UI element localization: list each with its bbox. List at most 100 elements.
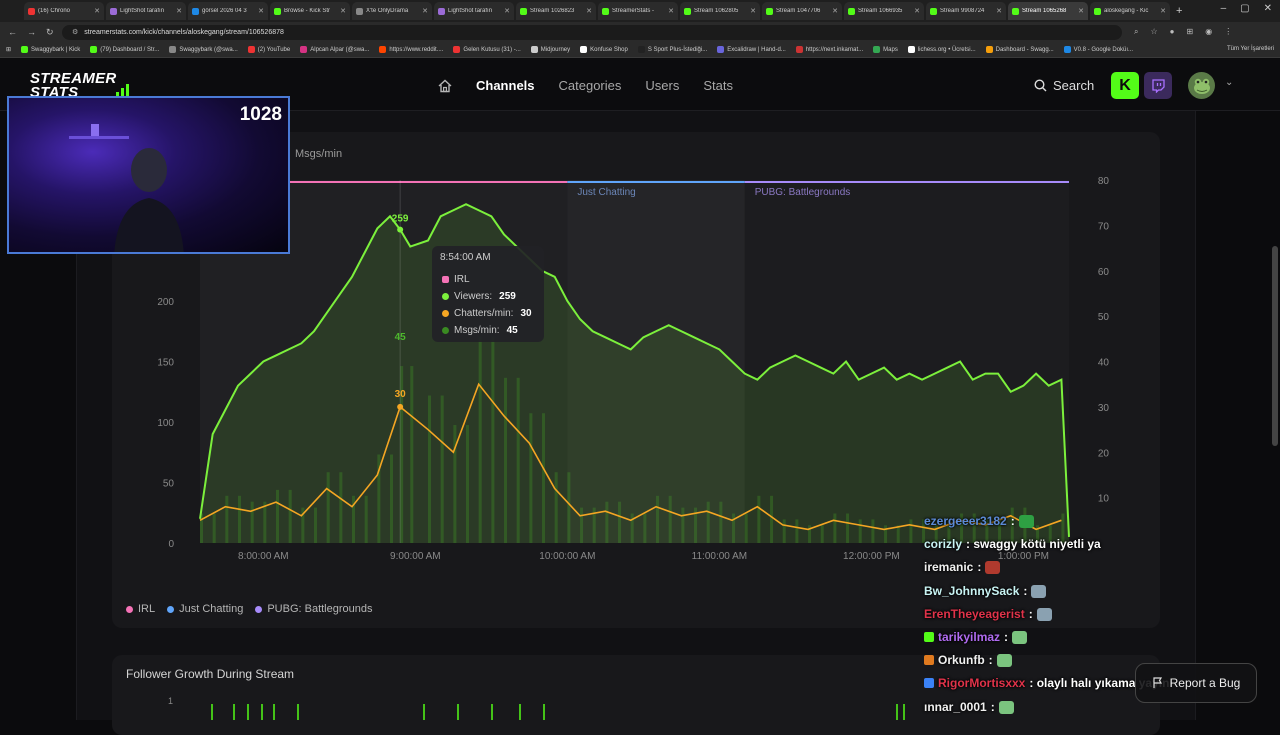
twitch-platform-button[interactable] bbox=[1144, 72, 1172, 99]
browser-tab[interactable]: Browse - Kick Str ✕ bbox=[270, 2, 350, 20]
bookmark-item[interactable]: Gelen Kutusu (31) -... bbox=[453, 46, 521, 53]
chevron-down-icon[interactable]: ⌄ bbox=[1225, 77, 1234, 88]
extensions-puzzle-icon[interactable]: ⊞ bbox=[1186, 27, 1194, 36]
bookmark-item[interactable]: V0.8 - Google Doküı... bbox=[1063, 46, 1133, 53]
bookmark-item[interactable]: https://next.inkarnat... bbox=[795, 46, 863, 53]
tab-favicon-icon bbox=[766, 7, 773, 15]
nav-stats[interactable]: Stats bbox=[703, 78, 733, 93]
kick-logo-icon: K bbox=[1119, 76, 1131, 94]
msgs-bar bbox=[858, 519, 862, 543]
viewers-hover-point bbox=[397, 226, 404, 233]
tab-close-icon[interactable]: ✕ bbox=[914, 8, 920, 15]
bookmark-item[interactable]: Dashboard - Swagg... bbox=[985, 46, 1054, 53]
bookmark-favicon-icon bbox=[717, 46, 725, 53]
bookmark-item[interactable]: Alpcan Alpar (@swa... bbox=[300, 46, 369, 53]
report-bug-button[interactable]: Report a Bug bbox=[1135, 663, 1257, 703]
tab-close-icon[interactable]: ✕ bbox=[504, 8, 510, 15]
home-icon[interactable] bbox=[438, 79, 452, 93]
tab-close-icon[interactable]: ✕ bbox=[1078, 8, 1084, 15]
bookmark-item[interactable]: Konfuse Shop bbox=[580, 46, 628, 53]
viewers-line[interactable] bbox=[199, 203, 1070, 537]
bookmark-favicon-icon bbox=[90, 46, 98, 53]
tab-close-icon[interactable]: ✕ bbox=[340, 8, 346, 15]
main-nav: Channels Categories Users Stats bbox=[438, 78, 733, 93]
tab-close-icon[interactable]: ✕ bbox=[258, 8, 264, 15]
browser-tab[interactable]: Stream 9908724 ✕ bbox=[926, 2, 1006, 20]
tab-close-icon[interactable]: ✕ bbox=[1160, 8, 1166, 15]
bookmark-item[interactable]: Midjourney bbox=[530, 46, 570, 53]
bookmark-item[interactable]: Swaggybark (@swa... bbox=[169, 46, 238, 53]
msgs-bar bbox=[795, 519, 799, 543]
chat-text: : bbox=[1028, 607, 1033, 621]
browser-tab[interactable]: StreamerStats - ✕ bbox=[598, 2, 678, 20]
tab-close-icon[interactable]: ✕ bbox=[422, 8, 428, 15]
bookmark-item[interactable]: S Sport Plus-İstediği... bbox=[637, 46, 707, 53]
bookmark-item[interactable]: (79) Dashboard / Str... bbox=[90, 46, 159, 53]
kick-platform-button[interactable]: K bbox=[1111, 72, 1139, 99]
legend-item[interactable]: PUBG: Battlegrounds bbox=[255, 603, 373, 615]
stream-chart[interactable]: Just Chatting PUBG: Battlegrounds 0 50 100 15… bbox=[112, 132, 1160, 592]
legend-item[interactable]: IRL bbox=[126, 603, 155, 615]
tab-favicon-icon bbox=[356, 7, 363, 15]
bookmark-item[interactable]: lichess.org • Ücretsi... bbox=[907, 46, 976, 53]
browser-tab[interactable]: Stream 1066935 ✕ bbox=[844, 2, 924, 20]
browser-tab[interactable]: Stream 1065268 ✕ bbox=[1008, 2, 1088, 20]
browser-tab[interactable]: aloskegang - Kic ✕ bbox=[1090, 2, 1170, 20]
menu-dots-icon[interactable]: ⋮ bbox=[1224, 27, 1233, 36]
x-tick: 12:00:00 PM bbox=[843, 551, 900, 562]
msgs-bar bbox=[263, 501, 267, 543]
msgs-bar bbox=[1048, 525, 1052, 543]
browser-tab[interactable]: (16) Chrono ✕ bbox=[24, 2, 104, 20]
forward-icon[interactable]: → bbox=[27, 26, 36, 37]
msgs-bar bbox=[390, 454, 394, 543]
chat-message: ezergeeer3182: bbox=[924, 514, 1034, 528]
new-tab-icon[interactable]: + bbox=[1176, 5, 1183, 17]
extension-icon[interactable]: ● bbox=[1169, 27, 1175, 36]
follower-y-tick: 1 bbox=[168, 696, 174, 706]
search-button[interactable]: Search bbox=[1034, 78, 1094, 93]
browser-tab[interactable]: Stream 1026823 ✕ bbox=[516, 2, 596, 20]
tab-close-icon[interactable]: ✕ bbox=[750, 8, 756, 15]
browser-tab[interactable]: X'te OnlyDrama ✕ bbox=[352, 2, 432, 20]
browser-tab[interactable]: görsel 2026 04 3 ✕ bbox=[188, 2, 268, 20]
tab-close-icon[interactable]: ✕ bbox=[94, 8, 100, 15]
site-info-icon[interactable]: ⚙ bbox=[72, 29, 79, 36]
apps-grid-icon[interactable]: ⊞ bbox=[6, 47, 12, 53]
bookmark-item[interactable]: Excalidraw | Hand-d... bbox=[717, 46, 786, 53]
close-window-icon[interactable]: ✕ bbox=[1263, 3, 1272, 14]
bookmark-item[interactable]: Maps bbox=[873, 46, 898, 53]
profile-icon[interactable]: ◉ bbox=[1205, 27, 1213, 36]
minimize-icon[interactable]: – bbox=[1220, 3, 1227, 14]
all-bookmarks-link[interactable]: Tüm Yer İşaretleri bbox=[1226, 46, 1274, 52]
reload-icon[interactable]: ↻ bbox=[46, 26, 54, 37]
nav-users[interactable]: Users bbox=[645, 78, 680, 93]
tab-close-icon[interactable]: ✕ bbox=[668, 8, 674, 15]
bookmark-label: Swaggybark (@swa... bbox=[179, 46, 238, 53]
tab-close-icon[interactable]: ✕ bbox=[176, 8, 182, 15]
tab-close-icon[interactable]: ✕ bbox=[996, 8, 1002, 15]
user-avatar[interactable] bbox=[1188, 72, 1215, 99]
bookmark-star-icon[interactable]: ☆ bbox=[1150, 27, 1158, 36]
chatters-line[interactable] bbox=[199, 382, 1062, 531]
legend-label: Just Chatting bbox=[179, 603, 244, 615]
address-bar[interactable]: ⚙ streamerstats.com/kick/channels/aloske… bbox=[62, 24, 1122, 40]
bookmark-item[interactable]: Swaggybark | Kick bbox=[21, 46, 80, 53]
browser-tab[interactable]: LightShot tarafın ✕ bbox=[434, 2, 514, 20]
chat-message: corizly: swaggy kötü niyetli ya bbox=[924, 537, 1101, 551]
msgs-bar bbox=[326, 472, 330, 543]
nav-channels[interactable]: Channels bbox=[476, 78, 535, 93]
browser-tab[interactable]: LightShot tarafın ✕ bbox=[106, 2, 186, 20]
msgs-bar bbox=[998, 519, 1002, 543]
maximize-icon[interactable]: ▢ bbox=[1240, 3, 1250, 14]
browser-tab[interactable]: Stream 1062805 ✕ bbox=[680, 2, 760, 20]
zoom-icon[interactable]: ⌕ bbox=[1134, 27, 1139, 36]
browser-tab[interactable]: Stream 1047706 ✕ bbox=[762, 2, 842, 20]
bookmark-item[interactable]: (2) YouTube bbox=[247, 46, 290, 53]
tab-close-icon[interactable]: ✕ bbox=[586, 8, 592, 15]
bookmark-item[interactable]: https://www.reddit.... bbox=[379, 46, 443, 53]
nav-categories[interactable]: Categories bbox=[558, 78, 622, 93]
legend-item[interactable]: Just Chatting bbox=[167, 603, 243, 615]
back-icon[interactable]: ← bbox=[8, 26, 17, 37]
page-scrollbar[interactable] bbox=[1272, 246, 1278, 446]
tab-close-icon[interactable]: ✕ bbox=[832, 8, 838, 15]
